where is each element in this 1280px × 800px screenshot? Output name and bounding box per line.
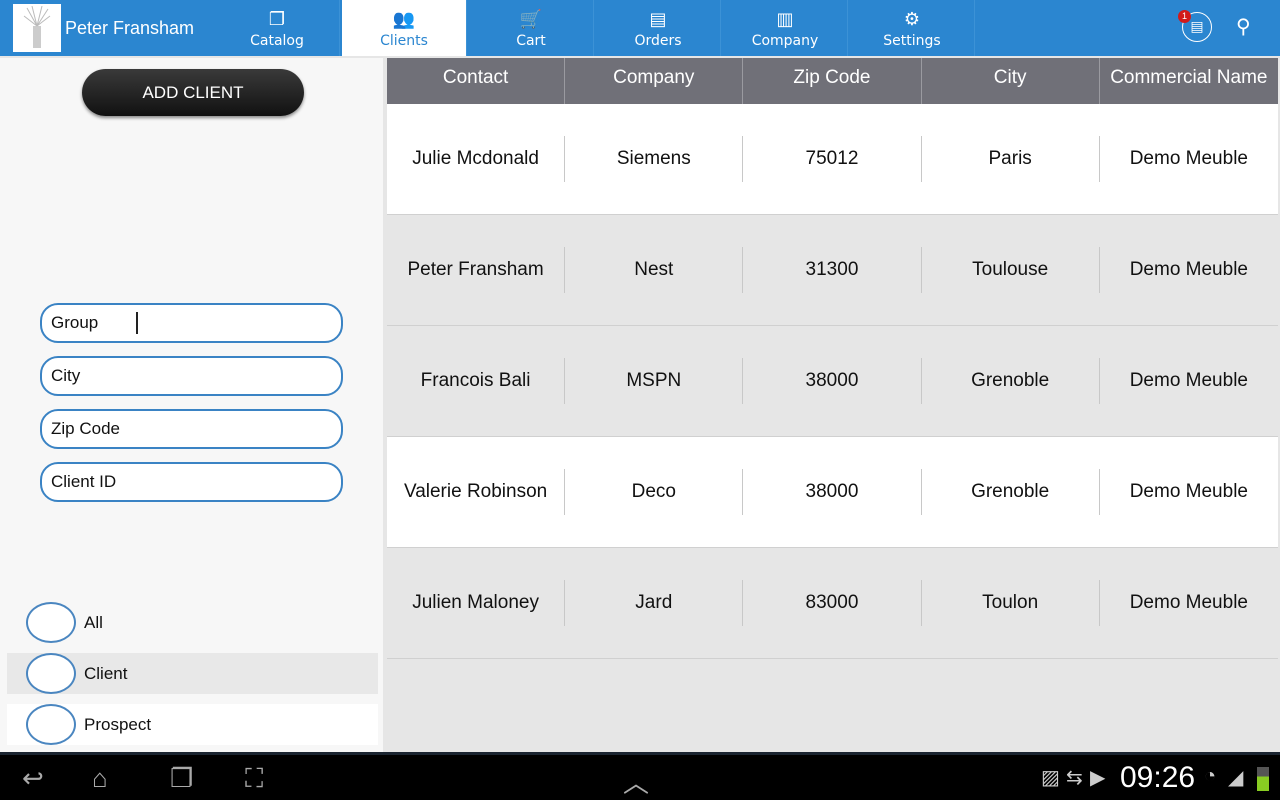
cell-commercial-name: Demo Meuble	[1129, 148, 1248, 169]
column-company[interactable]: Company	[565, 58, 744, 104]
client-id-field[interactable]: Client ID	[40, 462, 343, 502]
catalog-icon: ❐	[268, 9, 286, 30]
tab-clients[interactable]: 👥 Clients	[342, 0, 467, 56]
add-client-button[interactable]: ADD CLIENT	[82, 69, 304, 116]
filter-client[interactable]: Client	[7, 653, 378, 694]
tab-settings[interactable]: ⚙ Settings	[850, 0, 975, 56]
home-icon[interactable]: ⌂	[92, 763, 108, 793]
store-icon: ▶	[1090, 767, 1106, 789]
cell-contact: Julie Mcdonald	[387, 136, 566, 182]
filter-all[interactable]: All	[7, 602, 378, 643]
cell-zip-code: 31300	[743, 247, 922, 293]
sync-icon: ⇆	[1066, 767, 1083, 789]
cell-company: Jard	[565, 580, 744, 626]
cell-company: Siemens	[565, 136, 744, 182]
tab-cart[interactable]: 🛒 Cart	[469, 0, 594, 56]
notification-badge: 1	[1178, 10, 1191, 23]
zip-code-field[interactable]: Zip Code	[40, 409, 343, 449]
cell-city: Paris	[922, 136, 1100, 182]
cell-city: Grenoble	[922, 469, 1100, 515]
table-row[interactable]: Valerie Robinson Deco 38000 Grenoble Demo Me…	[387, 437, 1278, 548]
avatar	[13, 4, 61, 52]
tab-catalog[interactable]: ❐ Catalog	[215, 0, 340, 56]
tab-orders[interactable]: ▤ Orders	[596, 0, 721, 56]
gallery-icon: ▨	[1041, 767, 1060, 789]
radio-button[interactable]	[26, 653, 76, 694]
text-cursor	[136, 312, 138, 334]
cell-commercial-name: Demo Meuble	[1129, 481, 1248, 502]
column-city[interactable]: City	[922, 58, 1100, 104]
user-profile[interactable]: Peter Fransham	[0, 0, 215, 56]
chevron-up-icon[interactable]: ︿	[623, 768, 650, 798]
radio-button[interactable]	[26, 704, 76, 745]
notifications-button[interactable]: ▤ 1	[1178, 10, 1212, 42]
cell-zip-code: 38000	[743, 469, 922, 515]
table-header: Contact Company Zip Code City Commercial…	[387, 58, 1278, 104]
cart-icon: 🛒	[519, 9, 543, 30]
search-icon[interactable]: ⚲	[1236, 16, 1251, 38]
cell-zip-code: 38000	[743, 358, 922, 404]
company-icon: ▥	[776, 9, 794, 30]
table-row[interactable]: Peter Fransham Nest 31300 Toulouse Demo Meub…	[387, 215, 1278, 326]
cell-contact: Valerie Robinson	[387, 469, 566, 515]
table-row[interactable]: Julien Maloney Jard 83000 Toulon Demo Meuble	[387, 548, 1278, 659]
column-commercial-name[interactable]: Commercial Name	[1110, 67, 1268, 88]
cell-city: Toulouse	[922, 247, 1100, 293]
cell-commercial-name: Demo Meuble	[1129, 592, 1248, 613]
cell-company: Nest	[565, 247, 744, 293]
cell-commercial-name: Demo Meuble	[1129, 259, 1248, 280]
cell-contact: Peter Fransham	[387, 247, 566, 293]
cell-contact: Julien Maloney	[387, 580, 566, 626]
cell-company: Deco	[565, 469, 744, 515]
filter-prospect[interactable]: Prospect	[7, 704, 378, 745]
clients-table: Contact Company Zip Code City Commercial…	[387, 58, 1278, 659]
cell-zip-code: 75012	[743, 136, 922, 182]
cell-city: Toulon	[922, 580, 1100, 626]
cell-zip-code: 83000	[743, 580, 922, 626]
table-row[interactable]: Francois Bali MSPN 38000 Grenoble Demo Meubl…	[387, 326, 1278, 437]
screenshot-icon[interactable]: ⛶	[245, 763, 264, 793]
user-name: Peter Fransham	[65, 17, 195, 38]
tab-company[interactable]: ▥ Company	[723, 0, 848, 56]
column-zip-code[interactable]: Zip Code	[743, 58, 922, 104]
sidebar: ADD CLIENT Group City Zip Code Client ID…	[0, 58, 383, 752]
android-nav-bar: ↩ ⌂ ❐ ⛶ ︿ ▨ ⇆ ▶ 09:26 ◔ ◢	[0, 752, 1280, 800]
battery-icon	[1257, 767, 1269, 791]
wifi-icon: ◔	[1204, 765, 1217, 787]
cell-contact: Francois Bali	[387, 358, 566, 404]
group-field[interactable]: Group	[40, 303, 343, 343]
recent-apps-icon[interactable]: ❐	[170, 763, 194, 793]
radio-button[interactable]	[26, 602, 76, 643]
table-row[interactable]: Julie Mcdonald Siemens 75012 Paris Demo Meub…	[387, 104, 1278, 215]
gear-icon: ⚙	[903, 9, 921, 30]
clock: 09:26	[1120, 761, 1196, 794]
column-contact[interactable]: Contact	[387, 58, 566, 104]
city-field[interactable]: City	[40, 356, 343, 396]
signal-icon: ◢	[1228, 767, 1244, 789]
cell-city: Grenoble	[922, 358, 1100, 404]
document-icon: ▤	[1190, 18, 1204, 34]
cell-commercial-name: Demo Meuble	[1129, 370, 1248, 391]
orders-icon: ▤	[649, 9, 667, 30]
cell-company: MSPN	[565, 358, 744, 404]
back-icon[interactable]: ↩	[22, 763, 44, 793]
clients-icon: 👥	[392, 9, 416, 30]
top-bar: Peter Fransham ❐ Catalog 👥 Clients 🛒 Cart ▤…	[0, 0, 1280, 56]
